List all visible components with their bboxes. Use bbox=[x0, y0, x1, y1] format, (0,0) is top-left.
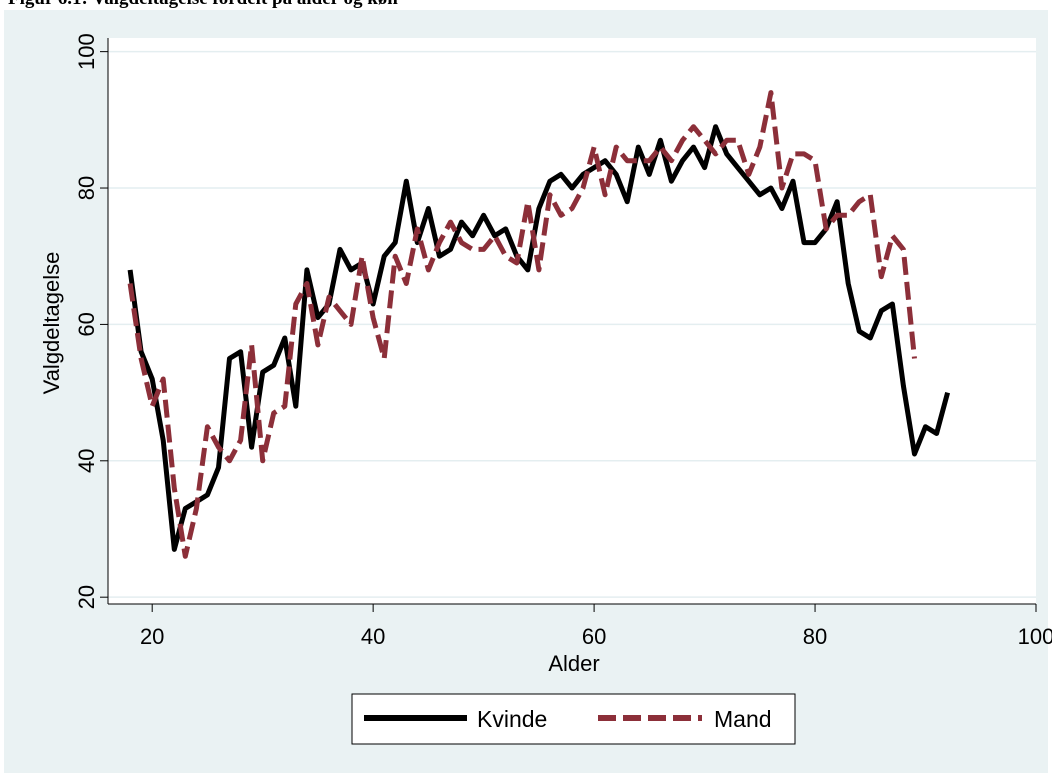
series-line-kvinde bbox=[127, 124, 951, 552]
x-tick-label-100: 100 bbox=[1018, 624, 1052, 649]
y-ticks: 20 40 60 80 100 bbox=[74, 33, 108, 609]
x-axis-label: Alder bbox=[548, 651, 599, 676]
x-tick-label-20: 20 bbox=[140, 624, 164, 649]
legend: Kvinde Mand bbox=[351, 693, 796, 745]
y-tick-label-100: 100 bbox=[74, 33, 99, 70]
y-axis-label: Valgdeltagelse bbox=[39, 252, 64, 395]
x-tick-label-80: 80 bbox=[803, 624, 827, 649]
figure-caption: Figur 6.1: Valgdeltagelse fordelt på ald… bbox=[8, 0, 398, 10]
y-tick-label-60: 60 bbox=[74, 312, 99, 336]
series-line-mand bbox=[127, 90, 917, 559]
x-ticks: 20 40 60 80 100 bbox=[140, 604, 1052, 649]
series-layer bbox=[127, 90, 951, 559]
plot-area bbox=[108, 38, 1036, 604]
y-tick-label-80: 80 bbox=[74, 176, 99, 200]
y-tick-label-40: 40 bbox=[74, 449, 99, 473]
y-tick-label-20: 20 bbox=[74, 585, 99, 609]
x-tick-label-60: 60 bbox=[582, 624, 606, 649]
legend-label-kvinde: Kvinde bbox=[477, 706, 547, 732]
legend-label-mand: Mand bbox=[714, 706, 772, 732]
x-tick-label-40: 40 bbox=[361, 624, 385, 649]
